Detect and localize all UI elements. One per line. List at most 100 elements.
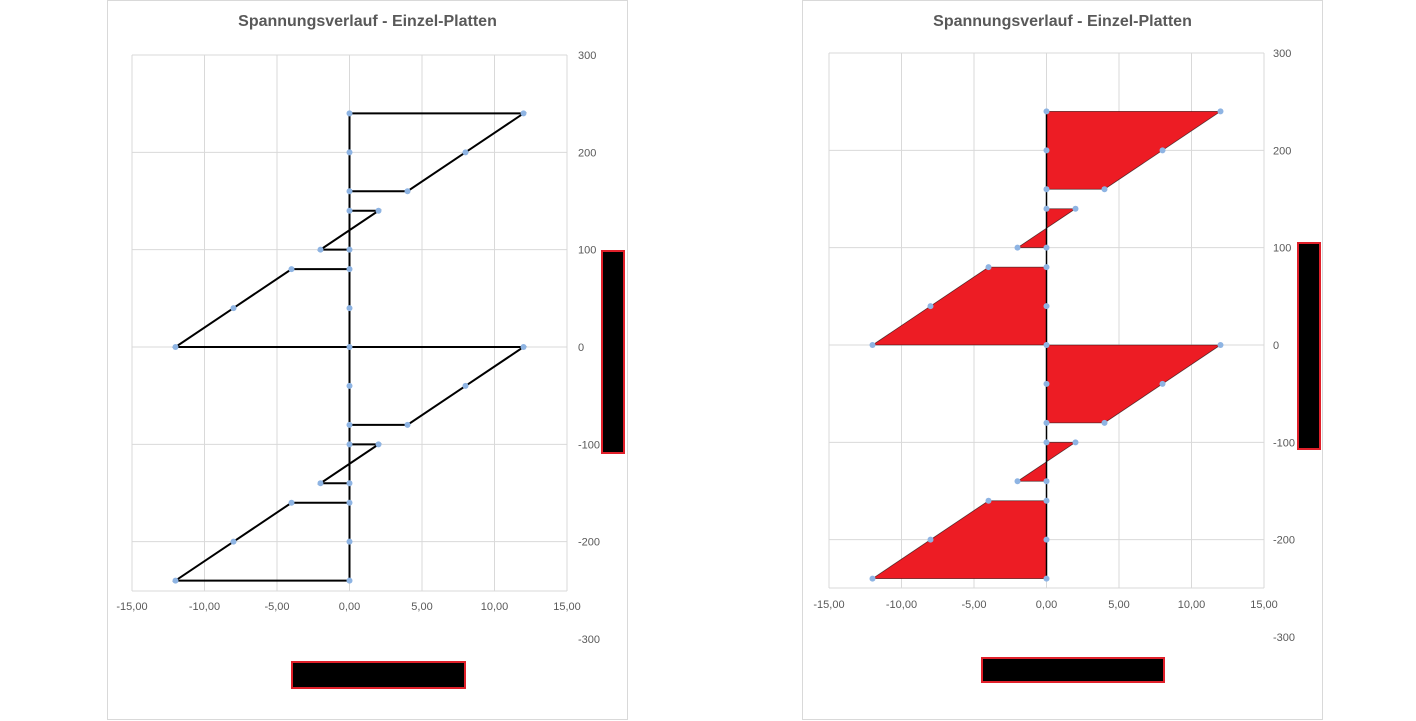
x-tick-label: 15,00: [553, 601, 581, 613]
y-tick-label: -300: [1273, 632, 1295, 644]
data-point: [346, 188, 353, 195]
data-point: [346, 266, 353, 273]
data-point: [172, 577, 179, 584]
data-point: [520, 344, 527, 350]
data-point: [1217, 108, 1224, 115]
data-point: [1043, 439, 1050, 446]
data-point: [375, 441, 382, 448]
data-point: [1043, 536, 1050, 543]
x-tick-label: 5,00: [1108, 599, 1129, 611]
data-point: [288, 499, 295, 506]
data-point: [1043, 147, 1050, 154]
x-tick-label: -15,00: [116, 601, 147, 613]
x-axis-label-redacted: [981, 657, 1165, 683]
data-point: [375, 207, 382, 214]
y-axis-label-redacted: [601, 250, 625, 454]
data-point: [462, 149, 469, 156]
data-point: [404, 188, 411, 195]
y-tick-label: -100: [578, 439, 600, 451]
y-tick-label: 0: [1273, 340, 1279, 352]
y-tick-label: 100: [1273, 243, 1291, 255]
y-tick-label: -200: [578, 537, 600, 549]
data-point: [172, 344, 179, 350]
data-point: [1043, 497, 1050, 504]
data-point: [1072, 439, 1079, 446]
x-axis-label-redacted: [291, 661, 466, 689]
y-axis-label-redacted: [1297, 242, 1321, 450]
data-point: [346, 441, 353, 448]
data-point: [1043, 419, 1050, 426]
stress-chart-right: Spannungsverlauf - Einzel-Platten -15,00…: [802, 0, 1323, 720]
data-point: [346, 538, 353, 545]
x-tick-label: 5,00: [411, 601, 432, 613]
data-point: [927, 536, 934, 543]
x-tick-label: -10,00: [886, 599, 917, 611]
chart-title: Spannungsverlauf - Einzel-Platten: [238, 13, 497, 30]
data-point: [1101, 419, 1108, 426]
data-point: [288, 266, 295, 273]
x-tick-label: 10,00: [481, 601, 509, 613]
x-tick-label: 10,00: [1178, 599, 1206, 611]
data-point: [346, 577, 353, 584]
chart-title: Spannungsverlauf - Einzel-Platten: [933, 13, 1192, 30]
x-tick-label: -15,00: [813, 599, 844, 611]
x-tick-label: -10,00: [189, 601, 220, 613]
data-point: [1014, 244, 1021, 251]
data-point: [230, 538, 237, 545]
data-point: [1159, 147, 1166, 154]
data-point: [346, 207, 353, 214]
data-point: [1072, 205, 1079, 212]
data-point: [462, 382, 469, 389]
data-point: [1043, 264, 1050, 271]
series-line: [172, 112, 527, 582]
x-tick-label: -5,00: [264, 601, 289, 613]
data-point: [1043, 478, 1050, 485]
y-tick-label: 0: [578, 342, 584, 354]
data-point: [1043, 380, 1050, 387]
data-point: [869, 575, 876, 582]
data-point: [1101, 186, 1108, 193]
data-point: [1043, 205, 1050, 212]
data-point: [346, 499, 353, 506]
data-point: [985, 264, 992, 271]
data-point: [1043, 186, 1050, 193]
data-point: [317, 246, 324, 253]
data-point: [346, 421, 353, 428]
stress-area: [1046, 111, 1221, 190]
data-point: [404, 421, 411, 428]
data-point: [869, 342, 876, 348]
data-point: [1043, 244, 1050, 251]
y-tick-label: 300: [1273, 48, 1291, 60]
data-point: [230, 305, 237, 312]
data-point: [520, 110, 527, 117]
data-point: [346, 382, 353, 389]
chart-plot: -15,00 -10,00 -5,00 0,00 5,00 10,00 15,00 300 20…: [813, 48, 1295, 644]
x-tick-label: -5,00: [961, 599, 986, 611]
y-tick-label: 200: [1273, 145, 1291, 157]
data-point: [985, 497, 992, 504]
data-point: [346, 344, 353, 350]
stress-area: [1046, 345, 1221, 423]
chart-plot: -15,00 -10,00 -5,00 0,00 5,00 10,00 15,00 300 20…: [116, 50, 600, 646]
data-point: [1043, 303, 1050, 310]
data-point: [1217, 342, 1224, 348]
data-point: [346, 480, 353, 487]
x-tick-label: 15,00: [1250, 599, 1278, 611]
data-point: [1159, 380, 1166, 387]
x-tick-label: 0,00: [1036, 599, 1057, 611]
data-point: [1043, 342, 1050, 348]
data-point: [1014, 478, 1021, 485]
data-point: [346, 246, 353, 253]
y-tick-label: -100: [1273, 437, 1295, 449]
y-tick-label: -300: [578, 634, 600, 646]
data-point: [346, 305, 353, 312]
stress-chart-left: Spannungsverlauf - Einzel-Platten -15,00…: [107, 0, 628, 720]
data-point: [927, 303, 934, 310]
y-tick-label: 200: [578, 147, 596, 159]
data-point: [1043, 108, 1050, 115]
stress-area: [872, 267, 1047, 345]
data-point: [346, 149, 353, 156]
stress-area: [872, 500, 1047, 579]
data-point: [1043, 575, 1050, 582]
y-tick-label: 300: [578, 50, 596, 62]
